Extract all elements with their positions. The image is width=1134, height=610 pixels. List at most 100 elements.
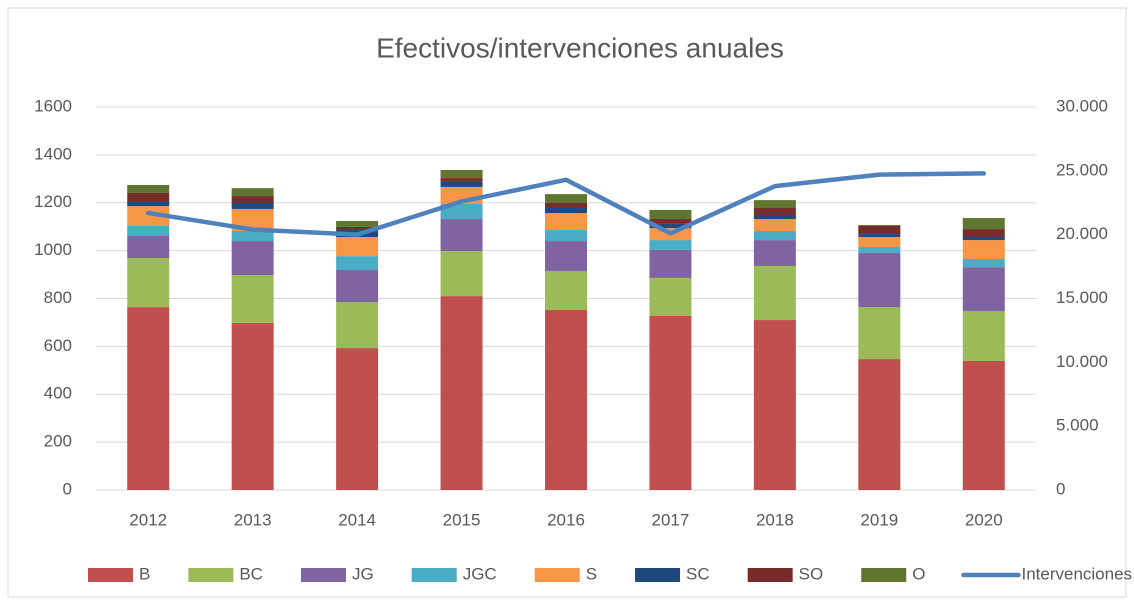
bar-segment (127, 206, 170, 226)
bar-segment (753, 208, 796, 215)
y-tick-label: 0 (63, 479, 72, 498)
bar-segment (962, 240, 1005, 260)
bar-segment (649, 219, 692, 224)
bar-segment (440, 181, 483, 187)
bar-segment (649, 240, 692, 250)
bar-segment (858, 253, 901, 308)
bar-segment (962, 259, 1005, 268)
bar-segment (753, 219, 796, 231)
bar-segment (649, 315, 692, 490)
bar-segment (231, 275, 274, 323)
legend-swatch (411, 568, 457, 582)
y-tick-label: 600 (44, 336, 72, 355)
bar-segment (440, 203, 483, 220)
bar-segment (336, 256, 379, 271)
bar-segment (336, 236, 379, 257)
bar-segment (649, 209, 692, 220)
legend-swatch (534, 568, 580, 582)
bar-segment (545, 270, 587, 310)
legend-label: BC (239, 564, 263, 583)
bar-segment (336, 270, 379, 303)
bar-segment (753, 214, 796, 220)
y2-tick-label: 20.000 (1056, 224, 1108, 243)
bar-segment (858, 225, 901, 235)
legend-swatch (635, 568, 681, 582)
bar-segment (336, 220, 379, 227)
bar-segment (545, 230, 587, 242)
bar-segment (231, 322, 274, 490)
bar-segment (127, 307, 170, 490)
y-tick-label: 1400 (34, 144, 72, 163)
legend-label: JGC (463, 564, 497, 583)
bar-segment (545, 202, 587, 209)
bar-segment (336, 302, 379, 349)
y2-tick-label: 15.000 (1056, 288, 1108, 307)
x-tick-label: 2018 (756, 510, 794, 529)
bar-segment (231, 202, 274, 209)
bar-segment (127, 236, 170, 259)
legend-swatch (188, 568, 234, 582)
bar-segment (858, 236, 901, 248)
legend-swatch (747, 568, 793, 582)
y-tick-label: 1000 (34, 240, 72, 259)
bar-segment (127, 201, 170, 207)
legend-label: JG (352, 564, 374, 583)
bar-segment (231, 241, 274, 276)
x-tick-label: 2012 (129, 510, 167, 529)
bar-segment (753, 265, 796, 321)
y2-tick-label: 30.000 (1056, 96, 1108, 115)
x-tick-label: 2019 (860, 510, 898, 529)
legend-label: SC (686, 564, 710, 583)
bar-segment (336, 226, 379, 231)
y2-tick-label: 0 (1056, 479, 1065, 498)
bar-segment (440, 251, 483, 297)
bar-segment (231, 230, 274, 242)
legend-label: B (139, 564, 150, 583)
bar-segment (858, 234, 901, 237)
y-tick-label: 800 (44, 288, 72, 307)
y2-tick-label: 25.000 (1056, 160, 1108, 179)
y-tick-label: 200 (44, 432, 72, 451)
bar-segment (753, 230, 796, 241)
bar-segment (127, 225, 170, 237)
bar-segment (231, 196, 274, 203)
bar-segment (649, 277, 692, 316)
x-tick-label: 2015 (443, 510, 481, 529)
bar-segment (962, 229, 1005, 237)
bar-segment (649, 249, 692, 278)
bar-segment (440, 169, 483, 179)
bar-segment (545, 213, 587, 231)
bar-segment (962, 218, 1005, 230)
y-tick-label: 1600 (34, 96, 72, 115)
legend-label: Intervenciones (1021, 564, 1132, 583)
bar-segment (545, 241, 587, 271)
legend-swatch (861, 568, 907, 582)
bar-segment (753, 320, 796, 490)
x-tick-label: 2020 (965, 510, 1003, 529)
bar-segment (962, 267, 1005, 311)
bar-segment (231, 208, 274, 231)
bar-segment (962, 360, 1005, 490)
legend-label: S (586, 564, 597, 583)
bar-segment (440, 219, 483, 252)
bar-segment (753, 240, 796, 266)
y2-tick-label: 10.000 (1056, 352, 1108, 371)
legend-swatch (88, 568, 133, 582)
bar-segment (962, 310, 1005, 361)
bar-segment (440, 296, 483, 490)
bar-segment (858, 307, 901, 360)
bar-segment (127, 185, 170, 193)
bar-segment (127, 258, 170, 308)
bar-segment (753, 200, 796, 209)
x-tick-label: 2014 (338, 510, 376, 529)
bar-segment (545, 194, 587, 203)
bar-segment (336, 348, 379, 490)
bar-segment (440, 178, 483, 182)
bar-segment (858, 247, 901, 254)
chart-title: Efectivos/intervenciones anuales (376, 32, 784, 63)
legend-label: O (912, 564, 925, 583)
legend-label: SO (799, 564, 824, 583)
line (145, 171, 987, 237)
bar-segment (858, 225, 901, 226)
x-tick-label: 2013 (234, 510, 272, 529)
